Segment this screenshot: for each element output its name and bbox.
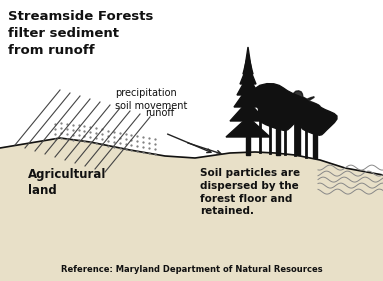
- Text: runoff: runoff: [145, 108, 174, 118]
- Polygon shape: [226, 117, 270, 137]
- Polygon shape: [276, 120, 280, 155]
- Polygon shape: [313, 128, 317, 158]
- Polygon shape: [298, 103, 337, 135]
- Text: Soil particles are
dispersed by the
forest floor and
retained.: Soil particles are dispersed by the fore…: [200, 168, 300, 216]
- Polygon shape: [277, 91, 320, 122]
- Polygon shape: [296, 115, 300, 155]
- Polygon shape: [245, 47, 251, 67]
- Text: Streamside Forests
filter sediment
from runoff: Streamside Forests filter sediment from …: [8, 10, 153, 57]
- Text: Reference: Maryland Department of Natural Resources: Reference: Maryland Department of Natura…: [61, 265, 323, 274]
- Polygon shape: [246, 137, 250, 155]
- Polygon shape: [234, 87, 262, 107]
- Polygon shape: [253, 84, 310, 130]
- Polygon shape: [237, 75, 259, 95]
- Text: precipitation
soil movement: precipitation soil movement: [115, 88, 187, 111]
- Polygon shape: [243, 54, 253, 74]
- Polygon shape: [230, 101, 266, 121]
- Polygon shape: [240, 64, 256, 84]
- Text: Agricultural
land: Agricultural land: [28, 168, 106, 197]
